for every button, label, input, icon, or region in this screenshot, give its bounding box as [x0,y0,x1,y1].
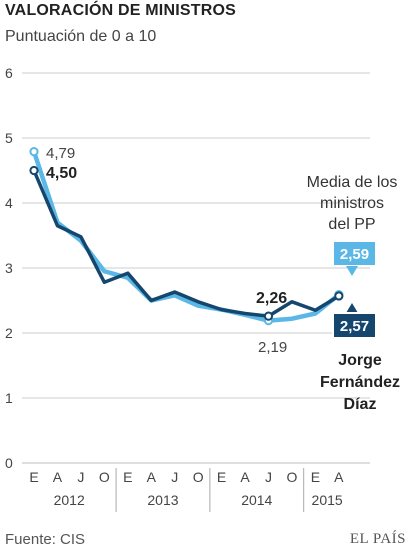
point-marker-fernandez [334,291,344,301]
point-marker-media [29,147,39,157]
label-media-end: 2,59 [340,246,369,263]
legend-fernandez-line2: Fernández [320,374,400,391]
x-tick-label: E [311,469,320,485]
legend-fernandez-line1: Jorge [338,352,382,369]
badge-media-end: 2,59 [332,240,377,276]
x-tick-label: E [217,469,226,485]
x-tick-label: O [287,469,298,485]
y-tick-label: 6 [5,65,13,81]
x-tick-label: A [334,469,344,485]
y-tick-label: 5 [5,130,13,146]
label-media-start: 4,79 [46,145,75,162]
x-year-label: 2014 [241,492,272,508]
x-tick-label: J [77,469,84,485]
legend-media-line1: Media de los [307,174,398,191]
x-tick-label: O [193,469,204,485]
legend-media-line3: del PP [328,216,375,233]
series-layer [29,147,344,326]
label-fernandez-low: 2,26 [256,290,287,307]
point-marker-fernandez [29,165,39,176]
x-tick-label: O [99,469,110,485]
label-layer: 4,79 4,50 2,26 2,19 Media de los ministr… [46,145,400,413]
chart-subtitle: Puntuación de 0 a 10 [5,28,157,45]
series-line-fernandez [32,168,341,318]
y-tick-label: 3 [5,260,13,276]
x-tick-label: J [265,469,272,485]
chart-title: VALORACIÓN DE MINISTROS [5,2,236,19]
label-fernandez-end: 2,57 [340,318,369,335]
x-tick-label: A [240,469,250,485]
label-media-low: 2,19 [258,339,287,356]
legend-fernandez-line3: Díaz [344,396,377,413]
x-year-label: 2013 [147,492,178,508]
source-note: Fuente: CIS [5,531,86,548]
legend-media-line2: ministros [320,195,384,212]
label-fernandez-start: 4,50 [46,165,77,182]
x-tick-label: E [29,469,38,485]
y-tick-label: 1 [5,390,13,406]
x-tick-label: A [53,469,63,485]
y-tick-label: 2 [5,325,13,341]
x-year-label: 2015 [312,492,343,508]
x-tick-label: J [171,469,178,485]
x-tick-label: A [147,469,157,485]
x-tick-label: E [123,469,132,485]
brand-logo: EL PAÍS [349,531,406,547]
point-marker-fernandez [263,311,274,321]
x-year-label: 2012 [54,492,85,508]
badge-fernandez-end: 2,57 [332,303,377,339]
y-tick-label: 4 [5,195,13,211]
y-tick-label: 0 [5,455,13,471]
grid-layer [22,72,370,464]
